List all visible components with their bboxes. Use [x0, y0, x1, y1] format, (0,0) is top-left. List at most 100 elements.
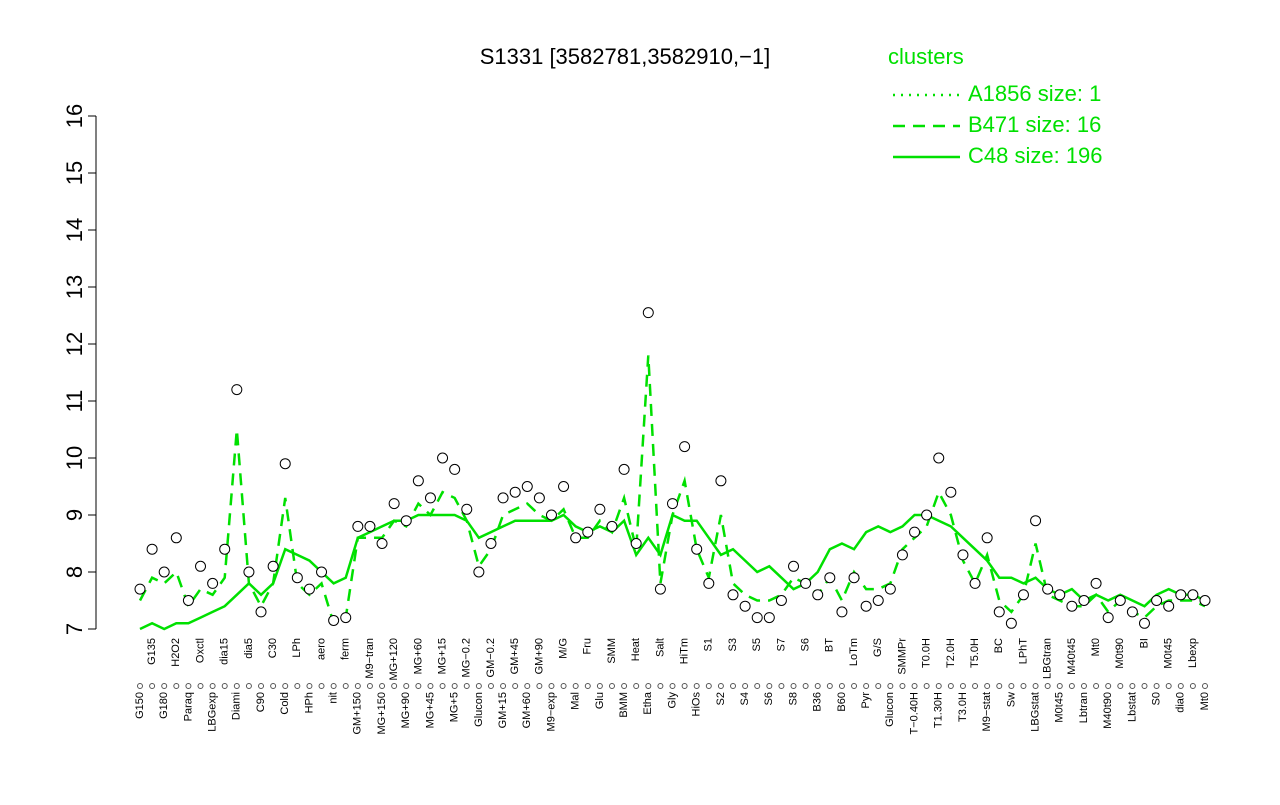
- rug-mark: [137, 683, 143, 689]
- rug-mark: [875, 683, 882, 689]
- data-point: [267, 560, 279, 572]
- x-tick-label: LBGexp: [207, 692, 219, 732]
- data-point: [1187, 589, 1199, 601]
- rug-mark: [645, 683, 652, 689]
- x-tick-label: Mt0: [1199, 692, 1211, 710]
- rug-mark: [838, 683, 845, 689]
- rug-mark: [984, 683, 991, 689]
- data-point: [582, 526, 594, 538]
- data-point: [1199, 595, 1211, 606]
- data-point: [328, 614, 340, 626]
- x-tick-label: HiOs: [691, 692, 703, 717]
- x-tick-label: M0t45: [1163, 638, 1175, 669]
- x-tick-label: LBGstat: [1029, 692, 1041, 732]
- data-point: [1175, 589, 1187, 601]
- rug-mark: [596, 683, 603, 689]
- data-point: [788, 560, 800, 572]
- rug-mark: [863, 683, 870, 689]
- x-tick-label: T5.0H: [969, 638, 981, 668]
- x-tick-label: dia0: [1175, 692, 1187, 713]
- data-point: [957, 549, 969, 561]
- x-tick-label: aero: [315, 638, 327, 660]
- data-point: [376, 538, 388, 549]
- x-tick-label: Gly: [666, 692, 678, 709]
- x-tick-label: Lbstat: [1126, 692, 1138, 722]
- x-tick-label: M40t45: [1066, 638, 1078, 675]
- x-tick-label: GM+15: [497, 692, 509, 728]
- x-tick-label: G/S: [872, 638, 884, 657]
- rug-mark: [1153, 683, 1160, 689]
- rug-mark: [427, 683, 434, 689]
- x-tick-label: Mal: [570, 692, 582, 710]
- data-point: [461, 503, 473, 515]
- x-tick-label: GM+45: [509, 638, 521, 674]
- x-tick-label: S0: [1150, 692, 1162, 705]
- rug-mark: [379, 683, 386, 689]
- legend-label: A1856 size: 1: [968, 81, 1101, 106]
- data-point: [533, 492, 545, 504]
- x-tick-label: BMM: [618, 692, 630, 718]
- x-tick-label: S7: [775, 638, 787, 651]
- data-point: [679, 441, 691, 453]
- rug-mark: [693, 683, 700, 689]
- rug-mark: [1177, 683, 1184, 689]
- x-tick-label: Glucon: [473, 692, 485, 727]
- rug-mark: [439, 683, 446, 689]
- data-point: [860, 600, 872, 612]
- rug-mark: [1008, 683, 1015, 689]
- rug-mark: [1202, 683, 1208, 689]
- rug-mark: [851, 683, 858, 689]
- data-point: [364, 520, 376, 532]
- rug-mark: [197, 683, 204, 689]
- y-tick-label: 8: [62, 566, 87, 578]
- data-point: [291, 572, 303, 584]
- data-point: [243, 566, 255, 578]
- rug-mark: [318, 683, 325, 689]
- rug-mark: [342, 683, 349, 689]
- x-tick-label: S6: [800, 638, 812, 651]
- rug-mark: [742, 683, 749, 689]
- rug-mark: [754, 683, 761, 689]
- y-tick-label: 9: [62, 509, 87, 521]
- data-point: [497, 492, 509, 504]
- x-tick-label: M0t90: [1114, 638, 1126, 669]
- data-point: [1005, 617, 1017, 629]
- data-point: [896, 549, 908, 561]
- data-point: [1030, 515, 1042, 527]
- x-tick-label: MG+90: [400, 692, 412, 728]
- x-tick-label: Heat: [630, 638, 642, 661]
- data-point: [654, 583, 666, 595]
- cluster-line: [138, 355, 1206, 626]
- x-tick-label: MG+150: [376, 692, 388, 735]
- data-point: [1042, 583, 1054, 595]
- rug-mark: [923, 683, 930, 689]
- data-point: [606, 520, 618, 532]
- rug-mark: [1129, 683, 1136, 689]
- rug-mark: [778, 683, 785, 689]
- y-tick-label: 13: [62, 275, 87, 299]
- x-tick-label: M9−exp: [545, 692, 557, 731]
- x-tick-label: Pyr: [860, 692, 872, 709]
- data-point: [352, 520, 364, 532]
- data-point: [775, 595, 787, 606]
- x-tick-label: T−0.40H: [908, 692, 920, 735]
- x-tick-label: dia15: [219, 638, 231, 665]
- rug-mark: [451, 683, 458, 689]
- rug-mark: [245, 683, 252, 689]
- x-tick-label: G150: [134, 692, 146, 719]
- x-tick-label: MG+5: [449, 692, 461, 722]
- rug-mark: [1141, 683, 1148, 689]
- data-point: [800, 577, 812, 589]
- x-tick-label: Etha: [642, 691, 654, 715]
- data-point: [182, 595, 194, 606]
- data-point: [872, 595, 884, 606]
- data-point: [279, 458, 291, 470]
- rug-mark: [270, 683, 277, 689]
- rug-mark: [947, 683, 954, 689]
- x-tick-label: GM+60: [521, 692, 533, 728]
- rug-mark: [996, 683, 1003, 689]
- rug-mark: [608, 683, 615, 689]
- rug-mark: [1080, 683, 1087, 689]
- rug-mark: [814, 683, 821, 689]
